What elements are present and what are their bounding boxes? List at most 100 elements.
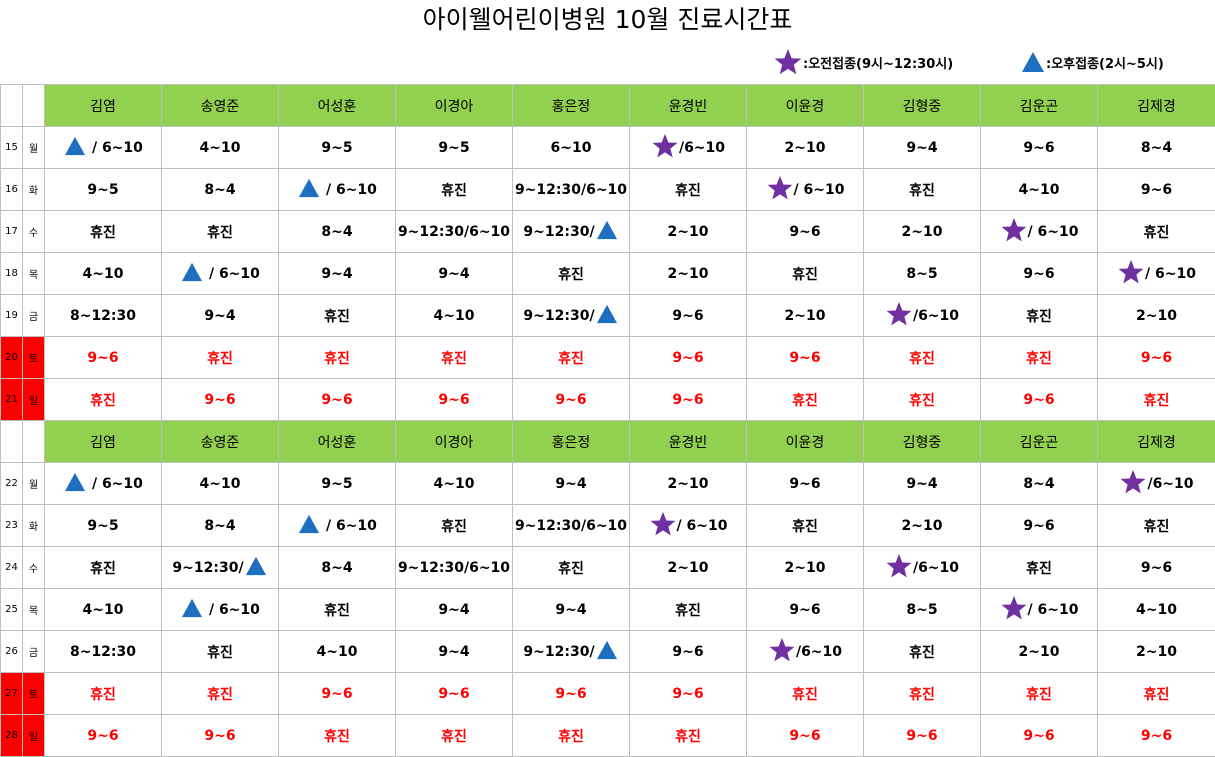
schedule-cell: 9~12:30/6~10	[396, 211, 513, 253]
schedule-cell: 8~5	[864, 589, 981, 631]
schedule-cell: 2~10	[981, 631, 1098, 673]
hours-text: / 6~10	[204, 266, 260, 282]
schedule-cell: 4~10	[162, 463, 279, 505]
hours-text: 휴진	[324, 351, 350, 367]
hours-text: 휴진	[1144, 519, 1170, 535]
hours-text: 휴진	[90, 225, 116, 241]
blank-header-cell	[1, 85, 23, 127]
hours-text: 휴진	[558, 267, 584, 283]
triangle-icon	[63, 471, 87, 497]
schedule-cell: 4~10	[396, 295, 513, 337]
schedule-cell: 9~6	[630, 337, 747, 379]
schedule-cell: 휴진	[630, 589, 747, 631]
hours-text: 9~12:30/	[523, 224, 594, 240]
schedule-cell: 휴진	[396, 505, 513, 547]
schedule-cell: 9~6	[747, 337, 864, 379]
schedule-cell: / 6~10	[747, 169, 864, 211]
schedule-cell: 2~10	[747, 295, 864, 337]
hours-text: 9~6	[438, 686, 469, 702]
hours-text: 휴진	[1144, 225, 1170, 241]
hours-text: 9~6	[1023, 518, 1054, 534]
doctor-name: 김운곤	[981, 85, 1098, 127]
hours-text: 9~6	[906, 728, 937, 744]
hours-text: 9~5	[438, 140, 469, 156]
schedule-cell: 휴진	[396, 715, 513, 757]
hours-text: 9~6	[204, 728, 235, 744]
hours-text: 휴진	[792, 393, 818, 409]
schedule-cell: / 6~10	[279, 169, 396, 211]
hours-text: 휴진	[675, 183, 701, 199]
hours-text: 9~6	[1141, 560, 1172, 576]
hours-text: 휴진	[441, 519, 467, 535]
schedule-cell: 8~4	[162, 505, 279, 547]
star-icon	[1000, 217, 1028, 247]
schedule-cell: 9~4	[396, 253, 513, 295]
schedule-cell: 2~10	[1098, 631, 1215, 673]
blank-header-cell	[23, 421, 45, 463]
schedule-cell: 9~4	[396, 589, 513, 631]
schedule-cell: 4~10	[45, 253, 162, 295]
triangle-icon	[180, 261, 204, 287]
schedule-cell: / 6~10	[162, 589, 279, 631]
hours-text: 9~4	[321, 266, 352, 282]
schedule-cell: 9~6	[1098, 547, 1215, 589]
schedule-cell: 휴진	[279, 715, 396, 757]
schedule-cell: /6~10	[747, 631, 864, 673]
hours-text: 2~10	[785, 308, 826, 324]
hours-text: 8~4	[204, 518, 235, 534]
doctor-name: 송영준	[162, 421, 279, 463]
hours-text: 8~4	[204, 182, 235, 198]
legend-label-morning: :오전접종(9시~12:30시)	[803, 53, 953, 72]
doctor-name: 김형중	[864, 85, 981, 127]
hours-text: 6~10	[551, 140, 592, 156]
schedule-cell: 9~6	[279, 673, 396, 715]
schedule-cell: 2~10	[864, 211, 981, 253]
date-number: 25	[1, 589, 23, 631]
hours-text: 4~10	[83, 266, 124, 282]
schedule-cell: 9~5	[45, 505, 162, 547]
schedule-cell: 9~6	[981, 715, 1098, 757]
schedule-cell: 9~6	[162, 379, 279, 421]
schedule-cell: 6~10	[513, 127, 630, 169]
schedule-cell: 9~12:30/6~10	[513, 169, 630, 211]
schedule-cell: 휴진	[864, 631, 981, 673]
day-of-week: 금	[23, 295, 45, 337]
schedule-cell: 휴진	[747, 253, 864, 295]
schedule-cell: 휴진	[162, 673, 279, 715]
hours-text: 휴진	[909, 351, 935, 367]
hours-text: 4~10	[83, 602, 124, 618]
schedule-cell: 8~5	[864, 253, 981, 295]
triangle-icon	[180, 597, 204, 623]
hours-text: /6~10	[679, 140, 725, 156]
doctor-name: 윤경빈	[630, 85, 747, 127]
hours-text: 9~6	[672, 308, 703, 324]
schedule-cell: 9~5	[396, 127, 513, 169]
schedule-cell: /6~10	[1098, 463, 1215, 505]
schedule-cell: 2~10	[630, 547, 747, 589]
hours-text: 9~4	[906, 476, 937, 492]
hours-text: 9~4	[555, 476, 586, 492]
schedule-cell: / 6~10	[630, 505, 747, 547]
hours-text: 휴진	[909, 687, 935, 703]
schedule-cell: 휴진	[513, 715, 630, 757]
hours-text: 9~4	[906, 140, 937, 156]
schedule-cell: 9~6	[630, 673, 747, 715]
day-of-week: 수	[23, 211, 45, 253]
schedule-cell: 휴진	[630, 715, 747, 757]
blank-header-cell	[1, 421, 23, 463]
hours-text: 8~12:30	[70, 308, 136, 324]
schedule-cell: 4~10	[1098, 589, 1215, 631]
hours-text: 휴진	[675, 603, 701, 619]
schedule-cell: 9~6	[630, 631, 747, 673]
date-number: 20	[1, 337, 23, 379]
schedule-cell: 휴진	[45, 673, 162, 715]
date-number: 15	[1, 127, 23, 169]
schedule-cell: 휴진	[981, 547, 1098, 589]
hours-text: 9~6	[789, 350, 820, 366]
hours-text: 휴진	[909, 645, 935, 661]
schedule-cell: 9~6	[45, 337, 162, 379]
hours-text: 9~6	[87, 728, 118, 744]
legend: :오전접종(9시~12:30시) :오후접종(2시~5시)	[0, 40, 1215, 84]
